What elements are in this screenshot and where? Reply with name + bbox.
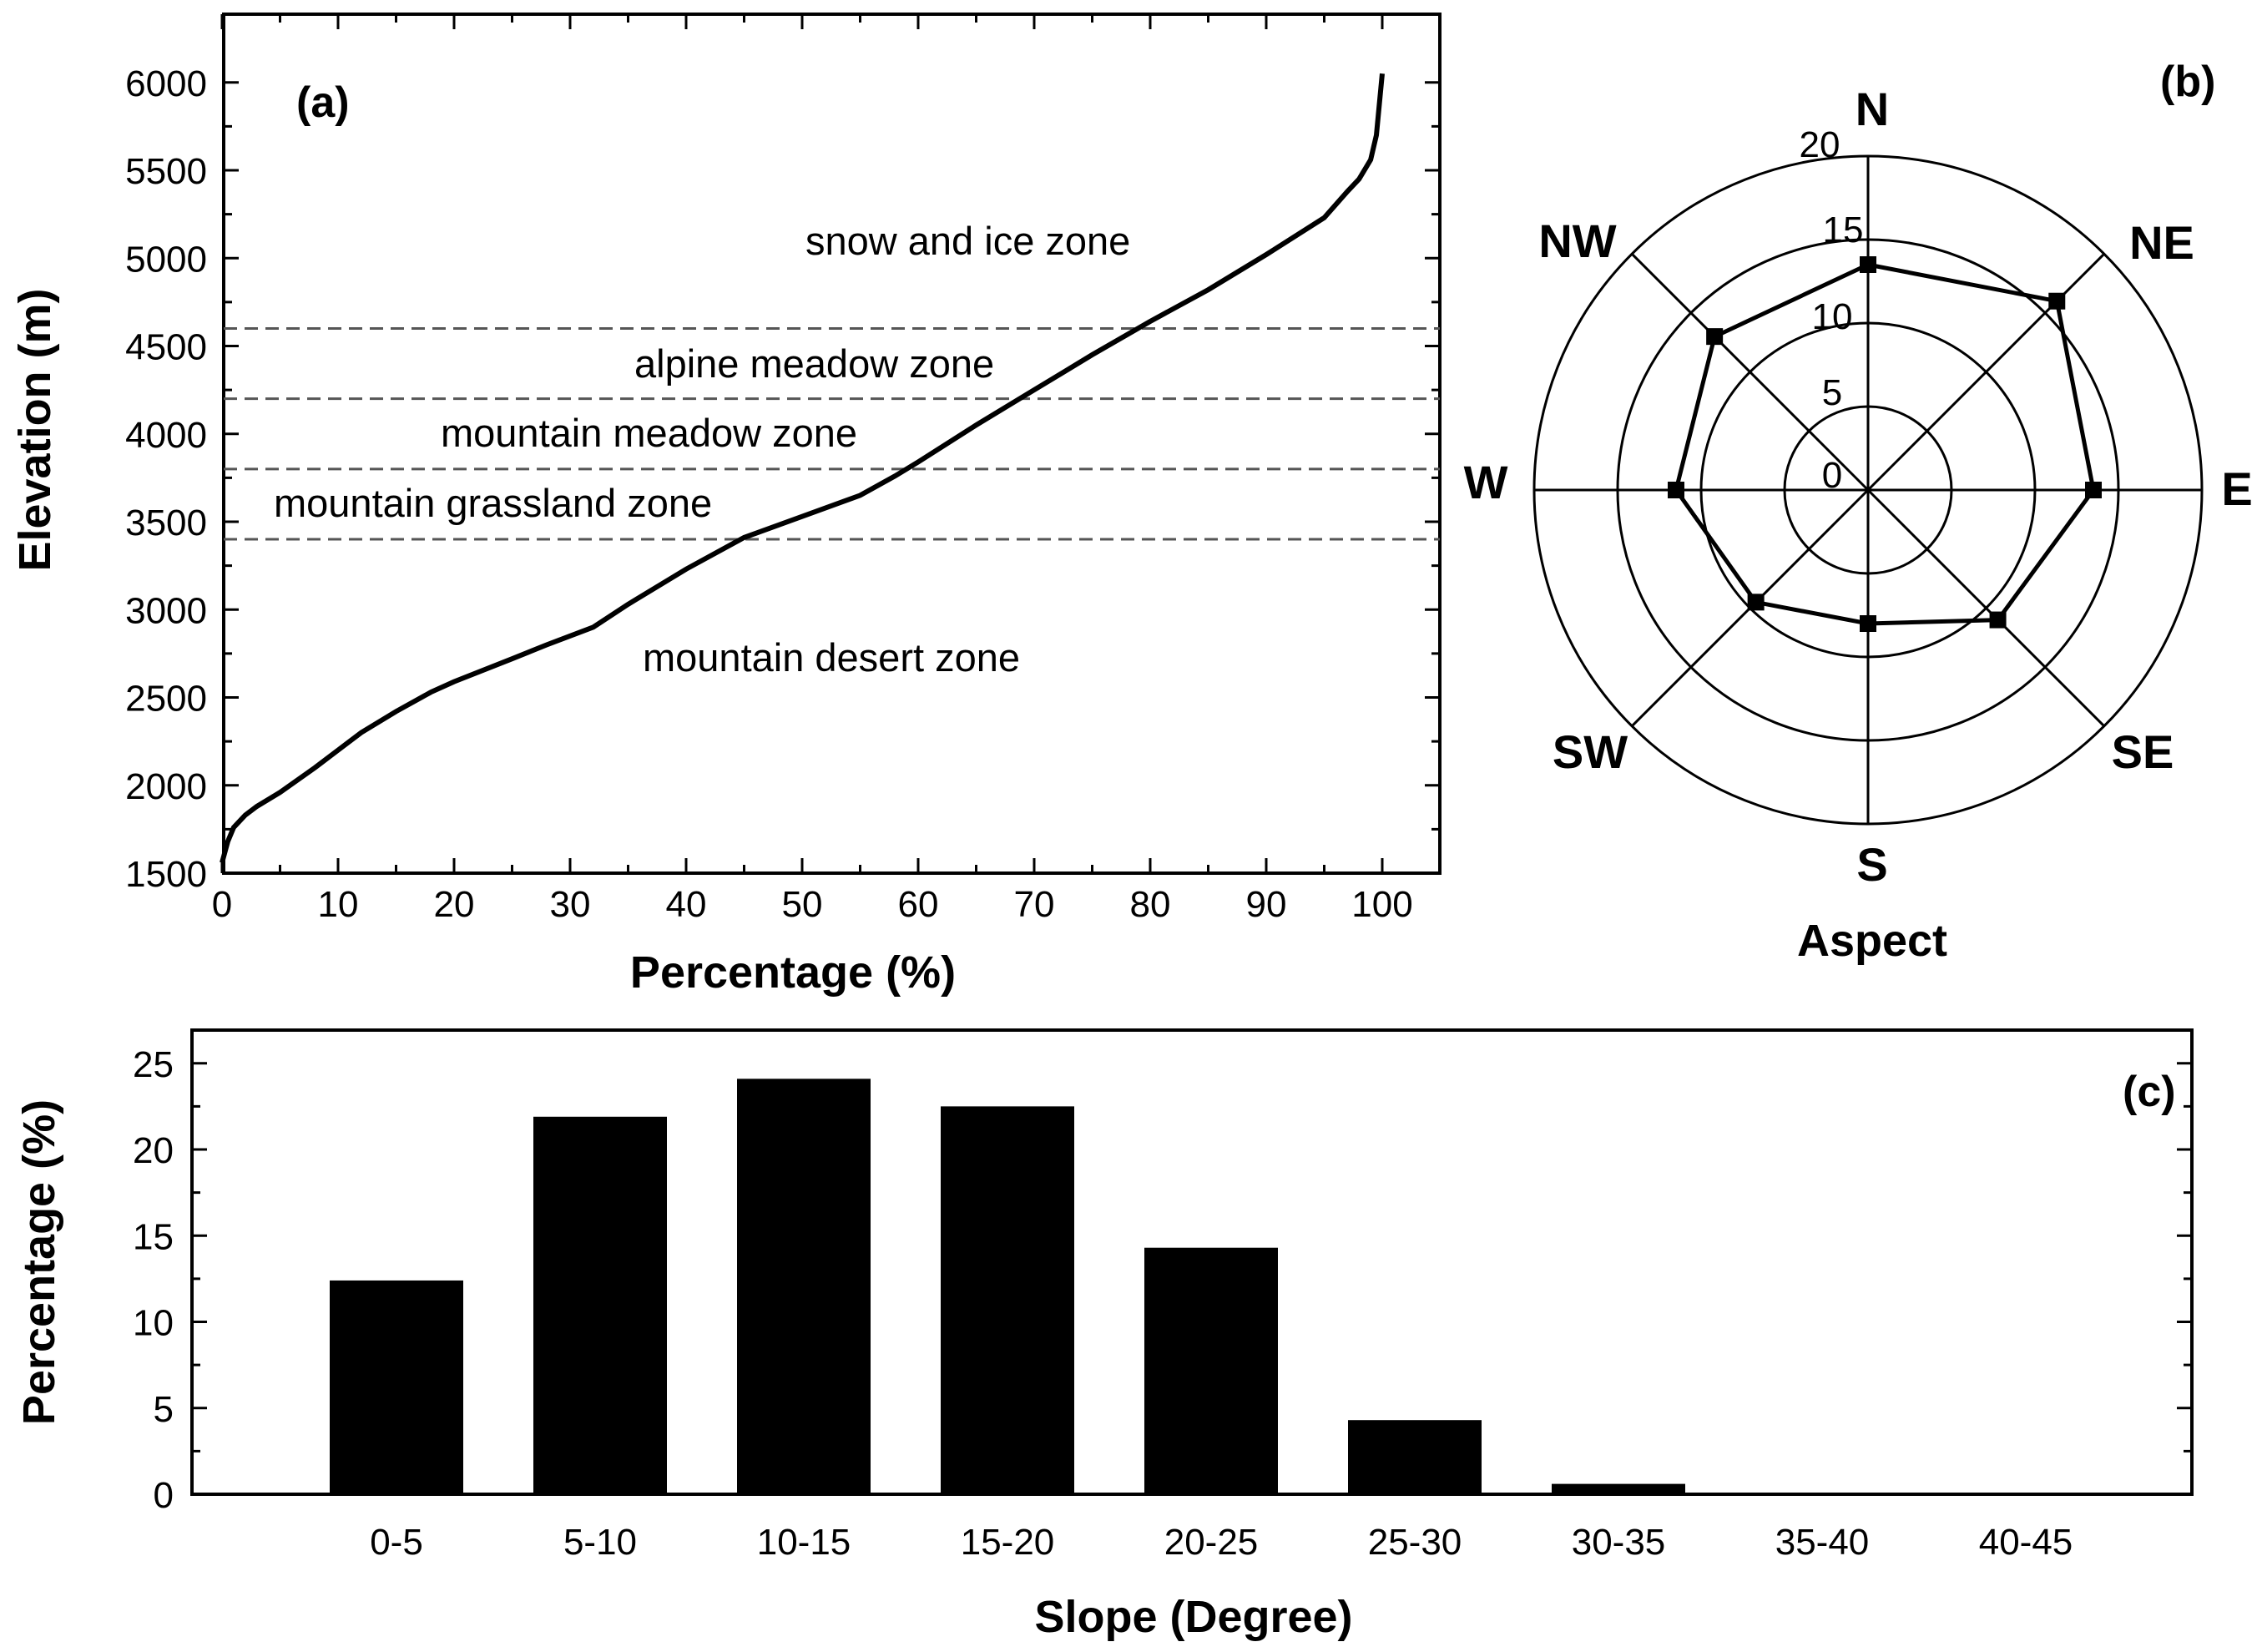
y-tick-label: 10 [133,1303,174,1344]
zone-label-meadow: mountain meadow zone [441,411,857,455]
x-tick-label: 20-25 [1164,1522,1259,1563]
radial-tick-label: 0 [1822,455,1842,496]
y-axis-title-a: Elevation (m) [10,288,60,571]
direction-label-ne: NE [2129,216,2194,269]
bar-20-25 [1144,1247,1278,1494]
x-tick-label: 10 [318,884,359,925]
zone-label-snow: snow and ice zone [805,219,1130,263]
y-tick-label: 3000 [125,590,207,631]
x-tick-label: 70 [1014,884,1055,925]
y-axis-title-c: Percentage (%) [14,1099,64,1425]
x-tick-label: 15-20 [961,1522,1055,1563]
bar-5-10 [533,1116,667,1494]
x-tick-label: 90 [1246,884,1287,925]
aspect-marker-w [1668,482,1684,498]
x-tick-label: 10-15 [757,1522,851,1563]
y-tick-label: 2000 [125,766,207,807]
x-tick-label: 40-45 [1979,1522,2073,1563]
aspect-marker-n [1860,256,1876,273]
axis-ticks-a: 0 10 20 30 40 50 60 70 80 90 100 1500 2000 2500 3000 35… [125,14,1440,925]
direction-label-sw: SW [1553,725,1628,778]
hypsometric-curve [220,73,1385,864]
bar-15-20 [941,1106,1074,1494]
y-tick-label: 15 [133,1216,174,1257]
x-axis-title-a: Percentage (%) [630,947,956,998]
direction-label-e: E [2221,462,2252,515]
x-tick-label: 30-35 [1572,1522,1666,1563]
x-tick-label: 50 [782,884,823,925]
x-tick-label: 0 [212,884,232,925]
panel-label-a: (a) [296,78,350,127]
radial-tick-label: 15 [1823,210,1864,250]
aspect-marker-nw [1706,328,1724,346]
y-tick-label: 4000 [125,415,207,456]
x-tick-label: 0-5 [370,1522,423,1563]
x-tick-label: 30 [550,884,591,925]
y-tick-label: 5 [154,1389,174,1430]
radial-tick-label: 5 [1822,372,1842,413]
x-tick-label: 35-40 [1775,1522,1870,1563]
bar-30-35 [1552,1483,1685,1494]
aspect-radar-chart: N NE E SE S SW W NW 0 5 10 15 20 (b) Aspect [1464,58,2253,966]
direction-label-se: SE [2112,725,2174,778]
aspect-marker-e [2085,482,2102,498]
y-tick-label: 6000 [125,63,207,104]
radial-tick-label: 20 [1800,124,1840,165]
y-tick-label: 1500 [125,854,207,895]
zone-label-alpine: alpine meadow zone [634,341,994,386]
bars [330,1079,1685,1494]
plot-frame-a [222,13,1442,875]
zone-label-grassland: mountain grassland zone [274,481,712,525]
elevation-curve-chart: 0 10 20 30 40 50 60 70 80 90 100 1500 2000 2500 3000 35… [10,13,1442,998]
x-tick-label: 80 [1130,884,1171,925]
y-tick-label: 2500 [125,679,207,720]
y-tick-label: 4500 [125,327,207,368]
aspect-marker-se [1989,611,2007,629]
x-tick-label: 40 [666,884,707,925]
direction-label-s: S [1856,838,1887,891]
radar-grid [1532,154,2204,826]
x-tick-label: 20 [434,884,475,925]
x-tick-label: 100 [1351,884,1412,925]
direction-label-w: W [1464,456,1508,508]
x-tick-label: 5-10 [563,1522,637,1563]
aspect-markers [1668,256,2102,632]
axis-ticks-c: 0 5 10 15 20 25 0-5 5-10 10-15 15-20 20-25 25-30 30-… [133,1044,2192,1563]
radar-spoke [1631,253,1870,492]
bar-25-30 [1348,1420,1482,1494]
y-tick-label: 3500 [125,503,207,543]
direction-label-n: N [1856,83,1889,135]
aspect-series-line [1674,262,2096,626]
aspect-marker-ne [2048,292,2066,310]
direction-label-nw: NW [1538,215,1616,267]
bar-10-15 [737,1079,871,1494]
radial-tick-label: 10 [1812,296,1853,337]
zone-boundaries [224,326,1440,541]
bar-0-5 [330,1280,463,1494]
y-tick-label: 0 [154,1475,174,1516]
radar-spoke [1866,488,2105,727]
y-tick-label: 20 [133,1130,174,1171]
radar-title: Aspect [1797,916,1947,966]
aspect-marker-s [1860,615,1876,632]
zone-label-desert: mountain desert zone [643,635,1020,679]
x-axis-title-c: Slope (Degree) [1034,1592,1352,1642]
radar-direction-labels: N NE E SE S SW W NW 0 5 10 15 20 [1464,83,2253,891]
aspect-marker-sw [1747,594,1765,611]
panel-label-b: (b) [2160,58,2215,106]
panel-label-c: (c) [2123,1068,2176,1116]
y-tick-label: 5000 [125,239,207,280]
y-tick-label: 5500 [125,151,207,192]
slope-bar-chart: 0 5 10 15 20 25 0-5 5-10 10-15 15-20 20-25 25-30 30-… [14,1028,2194,1642]
x-tick-label: 60 [898,884,939,925]
x-tick-label: 25-30 [1368,1522,1462,1563]
y-tick-label: 25 [133,1044,174,1085]
